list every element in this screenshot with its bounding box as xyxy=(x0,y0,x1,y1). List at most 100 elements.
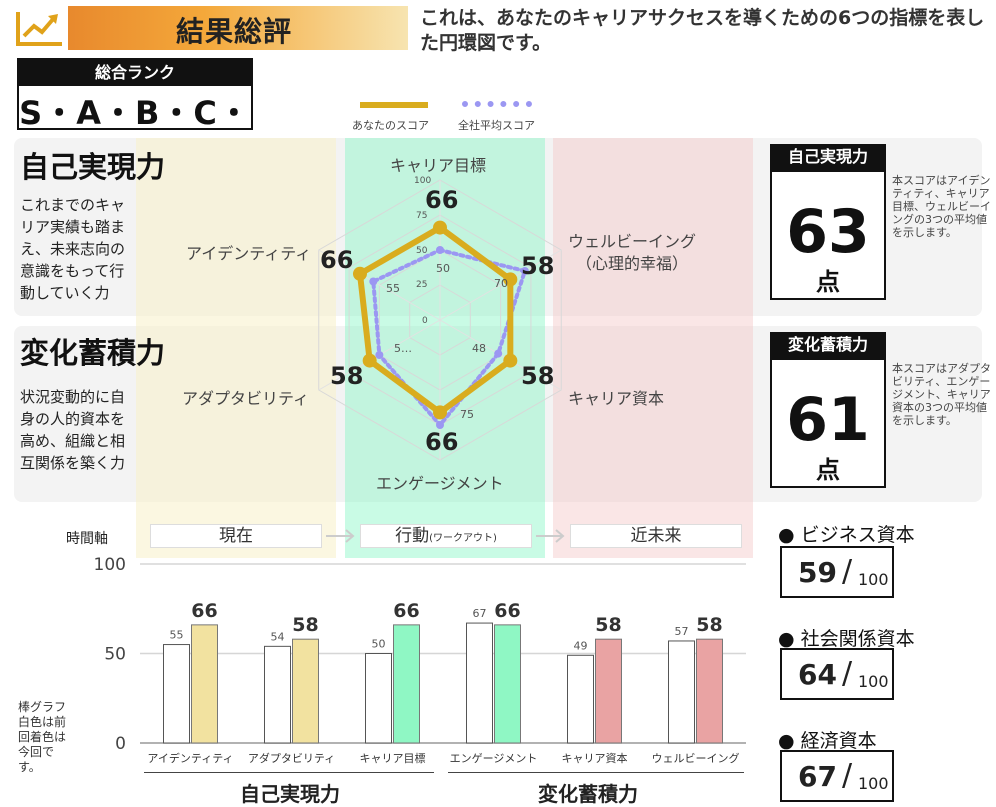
bar-previous xyxy=(365,653,392,744)
self-score-value: 63 xyxy=(786,197,870,267)
capital-social-box: 64 / 100 xyxy=(780,648,894,700)
time-axis-action: 行動(ワークアウト) xyxy=(360,524,532,548)
capital-business-max: 100 xyxy=(858,570,889,589)
slash-glyph: / xyxy=(842,554,853,589)
radar-avg-point xyxy=(375,351,384,359)
bar-chart-note: 棒グラフ白色は前回着色は今回です。 xyxy=(18,700,67,774)
time-axis-future: 近未来 xyxy=(570,524,742,548)
bar-y-tick: 50 xyxy=(104,645,126,665)
bar-current xyxy=(696,638,723,744)
bar-current-label: 58 xyxy=(292,614,318,636)
radar-score-engagement: 66 xyxy=(425,428,459,456)
radar-tick-25: 25 xyxy=(416,280,428,290)
bar-previous-label: 49 xyxy=(574,639,588,652)
radar-avg-point xyxy=(436,421,444,429)
change-section-title: 変化蓄積力 xyxy=(20,336,166,370)
legend-you-swatch xyxy=(360,102,428,108)
bar-current-label: 58 xyxy=(595,614,621,636)
time-axis-action-label: 行動 xyxy=(395,526,430,546)
bar-category-label: アダプタビリティ xyxy=(248,751,335,765)
radar-avg-point xyxy=(494,349,503,358)
capital-business: ● ビジネス資本 xyxy=(778,524,915,546)
capital-economic-label: 経済資本 xyxy=(800,730,877,752)
radar-axis-wellbeing-sub: （心理的幸福） xyxy=(576,254,689,273)
bar-previous-label: 55 xyxy=(170,629,184,642)
capital-social-label: 社会関係資本 xyxy=(800,628,915,650)
bar-category-label: ウェルビーイング xyxy=(652,751,740,765)
radar-avg-label-identity: 55 xyxy=(386,282,400,295)
legend-avg-label: 全社平均スコア xyxy=(458,119,535,132)
radar-you-point xyxy=(362,353,377,368)
radar-tick-50: 50 xyxy=(416,246,428,256)
bar-current xyxy=(494,624,521,744)
radar-tick-100: 100 xyxy=(414,176,432,186)
radar-you-series xyxy=(356,224,514,416)
self-section-title: 自己実現力 xyxy=(20,150,166,184)
bar-previous-label: 57 xyxy=(675,625,689,638)
radar-avg-point xyxy=(436,246,444,254)
column-current xyxy=(136,138,336,558)
bar-previous-label: 67 xyxy=(473,607,487,620)
bar-y-tick: 0 xyxy=(115,734,126,754)
arrow-right-icon xyxy=(326,529,355,543)
radar-you-point xyxy=(433,405,447,420)
bar-previous-label: 54 xyxy=(271,630,285,643)
self-score-unit: 点 xyxy=(816,268,840,296)
radar-you-point xyxy=(433,220,447,235)
self-section-desc: これまでのキャリア実績も踏まえ、未来志向の意識をもって行動していく力 xyxy=(20,196,126,302)
bar-category-label: エンゲージメント xyxy=(450,752,538,765)
capital-business-label: ビジネス資本 xyxy=(800,524,915,546)
radar-spoke xyxy=(318,249,441,321)
time-axis-label: 時間軸 xyxy=(66,531,108,547)
change-section-desc: 状況変動的に自身の人的資本を高め、組織と相互関係を築く力 xyxy=(20,388,126,472)
radar-avg-label-wellbeing: 70 xyxy=(494,277,508,290)
bar-y-tick: 100 xyxy=(94,555,126,575)
radar-axis-career-goal: キャリア目標 xyxy=(390,156,487,175)
self-score-note: 本スコアはアイデンティティ、キャリア目標、ウェルビーイングの3つの平均値を示しま… xyxy=(892,174,991,239)
bar-chart: 100 50 0 55 66 アイデンティティ 54 58 アダプタビリティ 50 66 キャリア目標… xyxy=(94,555,746,765)
radar-score-career-goal: 66 xyxy=(425,186,459,214)
slash-glyph: / xyxy=(842,758,853,793)
time-axis-current: 現在 xyxy=(150,524,322,548)
slash-glyph: / xyxy=(842,656,853,691)
legend-you-label: あなたのスコア xyxy=(352,119,429,132)
self-score-card: 自己実現力 63 点 xyxy=(770,144,886,300)
change-score-card: 変化蓄積力 61 点 xyxy=(770,332,886,488)
radar-avg-point xyxy=(520,267,529,275)
capital-economic-box: 67 / 100 xyxy=(780,750,894,802)
title-band xyxy=(68,6,408,50)
bar-previous xyxy=(163,644,190,744)
radar-axis-engagement: エンゲージメント xyxy=(376,474,504,493)
bar-current xyxy=(292,638,319,744)
bar-current xyxy=(191,624,218,744)
radar-avg-label-adaptability: 5… xyxy=(394,342,412,355)
bar-previous xyxy=(264,645,291,744)
page-description: これは、あなたのキャリアサクセスを導くための6つの指標を表した円環図です。 xyxy=(420,7,985,54)
radar-score-wellbeing: 58 xyxy=(521,252,555,280)
self-score-label: 自己実現力 xyxy=(770,144,886,170)
change-score-label: 変化蓄積力 xyxy=(770,332,886,358)
radar-you-point xyxy=(503,272,518,287)
group-divider xyxy=(448,772,744,773)
capital-business-box: 59 / 100 xyxy=(780,546,894,598)
radar-tick-0: 0 xyxy=(422,316,428,326)
group-label-change: 変化蓄積力 xyxy=(538,782,638,806)
bar-category-label: アイデンティティ xyxy=(147,751,233,765)
radar-score-career-capital: 58 xyxy=(521,362,555,390)
capital-business-value: 59 xyxy=(798,556,837,589)
change-score-note: 本スコアはアダプタビリティ、エンゲージメント、キャリア資本の3つの平均値を示しま… xyxy=(892,362,991,427)
time-axis-action-sub: (ワークアウト) xyxy=(429,533,497,544)
arrow-right-icon xyxy=(536,529,565,543)
radar-chart xyxy=(318,179,562,461)
radar-you-point xyxy=(503,353,518,368)
overall-rank-box: 総合ランク S・A・B・C・D xyxy=(17,58,253,172)
bar-category-label: キャリア目標 xyxy=(360,751,426,765)
radar-score-identity: 66 xyxy=(320,246,354,274)
radar-axis-adaptability: アダプタビリティ xyxy=(182,389,310,408)
overall-rank-label: 総合ランク xyxy=(19,60,251,86)
radar-avg-point xyxy=(369,277,378,286)
bar-current-label: 66 xyxy=(191,600,217,622)
capital-economic: ● 経済資本 xyxy=(778,730,877,752)
trend-chart-icon xyxy=(14,8,66,48)
radar-spoke xyxy=(439,249,562,321)
